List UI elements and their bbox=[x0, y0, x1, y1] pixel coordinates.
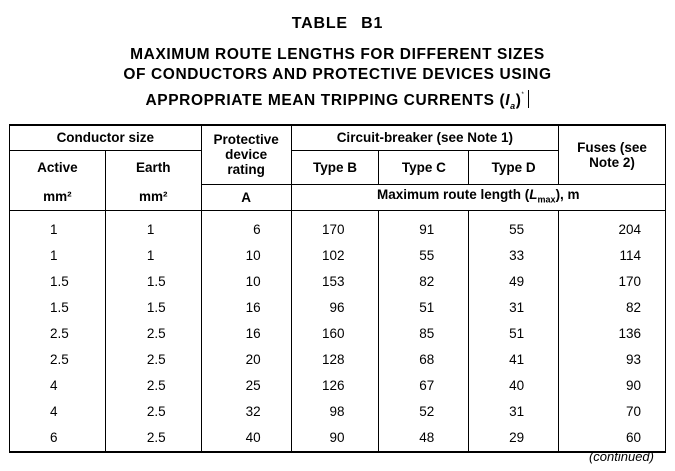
cell-type-d: 51 bbox=[468, 320, 560, 347]
header-protective-device: Protective device rating bbox=[200, 124, 292, 185]
cell-fuse: 136 bbox=[558, 320, 666, 347]
cell-active: 6 bbox=[9, 424, 106, 453]
cell-fuse: 204 bbox=[558, 210, 666, 243]
route-length-table: Conductor size Protective device rating … bbox=[9, 124, 667, 453]
cell-fuse: 114 bbox=[558, 242, 666, 269]
header-max-route-length: Maximum route length (Lmax), m bbox=[290, 183, 667, 211]
cell-fuse: 90 bbox=[558, 372, 666, 399]
cell-rating: 16 bbox=[200, 294, 292, 321]
cell-type-b: 128 bbox=[290, 346, 380, 373]
header-conductor-size: Conductor size bbox=[9, 124, 202, 151]
heading-line-3-end: ) bbox=[515, 92, 522, 109]
lmax-symbol: Lmax bbox=[529, 186, 556, 205]
cell-fuse: 170 bbox=[558, 268, 666, 295]
ia-symbol: Ia bbox=[505, 92, 516, 112]
cell-type-d: 55 bbox=[468, 210, 560, 243]
cell-earth: 2.5 bbox=[104, 320, 202, 347]
cell-type-d: 40 bbox=[468, 372, 560, 399]
table-heading: MAXIMUM ROUTE LENGTHS FOR DIFFERENT SIZE… bbox=[0, 45, 675, 116]
cell-type-d: 29 bbox=[468, 424, 560, 453]
cell-earth: 2.5 bbox=[104, 398, 202, 425]
heading-line-3: APPROPRIATE MEAN TRIPPING CURRENTS (Ia)* bbox=[0, 85, 675, 116]
header-type-b: Type B bbox=[290, 149, 380, 185]
table-row: 1 1 10 102 55 33 114 bbox=[9, 242, 666, 269]
cell-type-d: 41 bbox=[468, 346, 560, 373]
cell-type-d: 31 bbox=[468, 294, 560, 321]
cell-active: 2.5 bbox=[9, 320, 106, 347]
unit-active: mm² bbox=[9, 184, 106, 211]
cell-rating: 6 bbox=[200, 210, 292, 243]
unit-protective: A bbox=[200, 184, 292, 211]
cell-active: 1.5 bbox=[9, 294, 106, 321]
cell-active: 2.5 bbox=[9, 346, 106, 373]
header-fuses: Fuses (see Note 2) bbox=[558, 124, 666, 185]
cell-earth: 2.5 bbox=[104, 346, 202, 373]
cell-active: 4 bbox=[9, 398, 106, 425]
header-type-c: Type C bbox=[378, 149, 470, 185]
cell-active: 4 bbox=[9, 372, 106, 399]
cell-earth: 2.5 bbox=[104, 424, 202, 453]
cell-rating: 25 bbox=[200, 372, 292, 399]
cell-rating: 20 bbox=[200, 346, 292, 373]
table-label: TABLE B1 bbox=[291, 15, 384, 32]
continued-note: (continued) bbox=[588, 449, 654, 464]
cell-earth: 2.5 bbox=[104, 372, 202, 399]
table-row: 1.5 1.5 16 96 51 31 82 bbox=[9, 294, 666, 321]
cell-earth: 1.5 bbox=[104, 268, 202, 295]
table-row: 4 2.5 32 98 52 31 70 bbox=[9, 398, 666, 425]
table-row: 1.5 1.5 10 153 82 49 170 bbox=[9, 268, 666, 295]
cell-rating: 40 bbox=[200, 424, 292, 453]
cell-type-b: 160 bbox=[290, 320, 380, 347]
cell-type-b: 126 bbox=[290, 372, 380, 399]
table-row: 2.5 2.5 16 160 85 51 136 bbox=[9, 320, 666, 347]
cell-active: 1 bbox=[9, 242, 106, 269]
cell-earth: 1 bbox=[104, 210, 202, 243]
cell-type-c: 51 bbox=[378, 294, 470, 321]
heading-line-3-text: APPROPRIATE MEAN TRIPPING CURRENTS ( bbox=[145, 92, 506, 109]
text-cursor bbox=[528, 90, 530, 108]
cell-type-b: 170 bbox=[290, 210, 380, 243]
cell-active: 1 bbox=[9, 210, 106, 243]
cell-type-c: 68 bbox=[378, 346, 470, 373]
table-row: 4 2.5 25 126 67 40 90 bbox=[9, 372, 666, 399]
cell-rating: 32 bbox=[200, 398, 292, 425]
header-active: Active bbox=[9, 149, 106, 184]
cell-type-d: 33 bbox=[468, 242, 560, 269]
footnote-mark: * bbox=[521, 92, 525, 98]
cell-type-b: 98 bbox=[290, 398, 380, 425]
cell-type-c: 48 bbox=[378, 424, 470, 453]
cell-active: 1.5 bbox=[9, 268, 106, 295]
cell-fuse: 93 bbox=[558, 346, 666, 373]
cell-type-c: 85 bbox=[378, 320, 470, 347]
cell-rating: 16 bbox=[200, 320, 292, 347]
table-row: 1 1 6 170 91 55 204 bbox=[9, 210, 666, 243]
table-row: 6 2.5 40 90 48 29 60 bbox=[9, 424, 666, 453]
table-row: 2.5 2.5 20 128 68 41 93 bbox=[9, 346, 666, 373]
cell-type-b: 102 bbox=[290, 242, 380, 269]
cell-type-c: 82 bbox=[378, 268, 470, 295]
cell-type-b: 90 bbox=[290, 424, 380, 453]
cell-fuse: 60 bbox=[558, 424, 666, 453]
cell-type-d: 31 bbox=[468, 398, 560, 425]
cell-type-c: 52 bbox=[378, 398, 470, 425]
cell-type-d: 49 bbox=[468, 268, 560, 295]
unit-earth: mm² bbox=[104, 184, 202, 211]
heading-line-1: MAXIMUM ROUTE LENGTHS FOR DIFFERENT SIZE… bbox=[130, 46, 545, 63]
cell-type-c: 91 bbox=[378, 210, 470, 243]
cell-fuse: 82 bbox=[558, 294, 666, 321]
heading-line-2: OF CONDUCTORS AND PROTECTIVE DEVICES USI… bbox=[123, 66, 552, 83]
cell-fuse: 70 bbox=[558, 398, 666, 425]
cell-rating: 10 bbox=[200, 242, 292, 269]
cell-rating: 10 bbox=[200, 268, 292, 295]
cell-type-c: 55 bbox=[378, 242, 470, 269]
cell-earth: 1.5 bbox=[104, 294, 202, 321]
cell-earth: 1 bbox=[104, 242, 202, 269]
header-circuit-breaker: Circuit-breaker (see Note 1) bbox=[290, 124, 560, 151]
cell-type-b: 153 bbox=[290, 268, 380, 295]
cell-type-b: 96 bbox=[290, 294, 380, 321]
header-earth: Earth bbox=[104, 149, 202, 184]
header-type-d: Type D bbox=[468, 149, 560, 185]
cell-type-c: 67 bbox=[378, 372, 470, 399]
